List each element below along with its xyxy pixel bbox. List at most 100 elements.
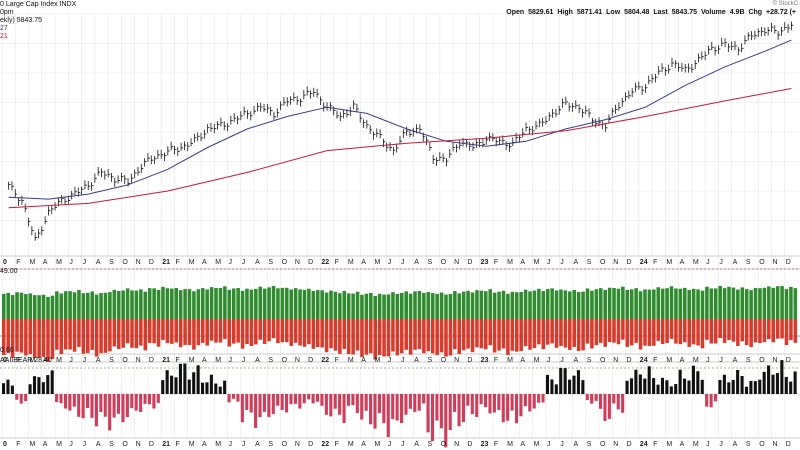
bull-bar bbox=[223, 286, 227, 319]
x-tick-label: O bbox=[441, 259, 447, 266]
bear-bar bbox=[108, 319, 112, 352]
osc-bar-neg bbox=[285, 394, 289, 413]
bear-bar bbox=[369, 319, 373, 354]
bull-bar bbox=[400, 292, 404, 319]
bear-bar bbox=[488, 319, 492, 346]
x-tick-label: 21 bbox=[162, 259, 170, 266]
bull-bar bbox=[590, 290, 594, 319]
osc-bar-neg bbox=[134, 394, 138, 411]
bull-bar bbox=[417, 291, 422, 319]
bear-bar bbox=[453, 319, 457, 350]
x-tick-label: A bbox=[43, 357, 48, 364]
x-tick-label: J bbox=[560, 259, 564, 266]
bear-bar bbox=[2, 319, 6, 355]
bear-bar bbox=[417, 319, 422, 350]
osc-bar-pos bbox=[6, 379, 10, 394]
osc-bar-pos bbox=[218, 386, 222, 394]
x-tick-label: J bbox=[388, 357, 392, 364]
bull-bar bbox=[276, 288, 280, 319]
osc-bar-neg bbox=[338, 394, 342, 415]
stat-chg-value: +28.72 (+ bbox=[766, 9, 796, 16]
bull-bar bbox=[643, 289, 647, 319]
bear-bar bbox=[585, 319, 590, 344]
sma-short-legend: 27 bbox=[0, 25, 8, 32]
bear-bar bbox=[444, 319, 448, 357]
osc-bar-pos bbox=[758, 379, 762, 394]
x-tick-label: D bbox=[786, 357, 791, 364]
x-tick-label: O bbox=[122, 259, 128, 266]
x-tick-label: N bbox=[772, 357, 777, 364]
bear-bar bbox=[470, 319, 475, 353]
bear-bar bbox=[77, 319, 81, 347]
bear-bar bbox=[205, 319, 209, 346]
osc-bar-pos bbox=[550, 379, 554, 394]
bull-bar bbox=[749, 290, 753, 319]
osc-bar-pos bbox=[209, 374, 213, 394]
bear-bar bbox=[311, 319, 316, 349]
bear-bar bbox=[165, 319, 170, 344]
osc-bar-neg bbox=[293, 394, 297, 404]
bear-bar bbox=[161, 319, 165, 340]
bear-bar bbox=[426, 319, 431, 352]
x-tick-label: A bbox=[680, 357, 685, 364]
bull-bar bbox=[377, 293, 382, 319]
bear-bar bbox=[775, 319, 780, 339]
bull-bar bbox=[364, 293, 369, 319]
bull-bar bbox=[338, 293, 342, 319]
bear-bar bbox=[408, 319, 413, 355]
x-tick-label: A bbox=[202, 357, 207, 364]
x-tick-label: J bbox=[229, 357, 233, 364]
bear-bar bbox=[86, 319, 90, 354]
osc-bar-neg bbox=[90, 394, 94, 418]
bull-bar bbox=[108, 292, 112, 319]
bull-bar bbox=[669, 286, 674, 319]
bull-bar bbox=[413, 291, 417, 319]
x-tick-label: J bbox=[242, 441, 246, 448]
osc-bar-neg bbox=[417, 394, 421, 411]
osc-bar-pos bbox=[784, 376, 788, 394]
x-tick-label: J bbox=[401, 441, 405, 448]
x-tick-label: S bbox=[109, 441, 114, 448]
osc-bar-neg bbox=[72, 394, 76, 407]
bear-bar bbox=[209, 319, 214, 341]
bear-bar bbox=[364, 319, 369, 355]
osc-bar-neg bbox=[528, 394, 532, 412]
osc-bar-pos bbox=[793, 371, 797, 394]
bull-bar bbox=[293, 288, 298, 319]
osc-bar-pos bbox=[187, 379, 191, 394]
bear-bar bbox=[6, 319, 10, 353]
osc-bar-neg bbox=[59, 394, 63, 404]
bear-bar bbox=[302, 319, 307, 347]
bear-bar bbox=[307, 319, 311, 345]
grid bbox=[0, 13, 800, 439]
x-tick-label: M bbox=[215, 259, 221, 266]
bull-bar bbox=[638, 291, 643, 319]
x-tick-label: O bbox=[122, 441, 128, 448]
bear-bar bbox=[121, 319, 125, 348]
bear-bar bbox=[267, 319, 271, 342]
bear-bar bbox=[590, 319, 594, 349]
bear-bar bbox=[63, 319, 68, 350]
bear-bar bbox=[170, 319, 174, 344]
bear-bar bbox=[112, 319, 117, 347]
x-tick-label: M bbox=[30, 441, 36, 448]
bull-bar bbox=[484, 291, 488, 319]
price-x-axis: 0 F M A M J J A S O N D 21 F M A M J J A S O N D 22 F M A M J J A S O N D 23… bbox=[3, 259, 791, 266]
osc-bar-neg bbox=[373, 394, 377, 429]
bear-bar bbox=[762, 319, 767, 343]
bull-bar bbox=[130, 290, 134, 319]
bear-bar bbox=[497, 319, 501, 351]
bear-bar bbox=[749, 319, 753, 348]
bull-bar bbox=[740, 287, 745, 319]
bear-bar bbox=[373, 319, 378, 360]
osc-bar-neg bbox=[346, 394, 351, 406]
osc-bar-neg bbox=[302, 394, 306, 404]
x-tick-label: 22 bbox=[321, 441, 329, 448]
bull-bar bbox=[28, 293, 33, 319]
osc-bar-neg bbox=[488, 394, 492, 414]
bear-bar bbox=[342, 319, 347, 349]
bull-bar bbox=[753, 287, 758, 319]
osc-bar-neg bbox=[262, 394, 267, 412]
osc-bar-pos bbox=[700, 379, 704, 394]
